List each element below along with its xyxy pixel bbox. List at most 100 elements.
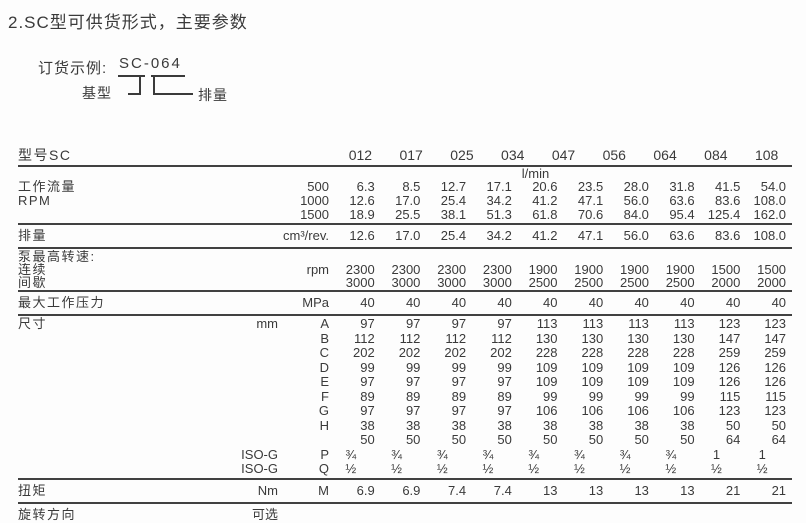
value-cell: 97 — [451, 403, 467, 418]
value-cell: 228 — [535, 345, 558, 360]
value-cell: 40 — [497, 295, 512, 310]
row-unit — [220, 180, 278, 194]
row-sublabel: 1500 — [300, 207, 329, 222]
value-cell: 38.1 — [440, 207, 467, 222]
value-cell: 126 — [718, 359, 741, 375]
code-underline-base — [118, 75, 145, 77]
row-values: 97 97 97 97 113 113 113 113 123 123 — [335, 316, 792, 332]
value-cell: 113 — [628, 316, 649, 331]
value-cell: 40 — [405, 295, 421, 310]
value-cell: 106 — [672, 403, 695, 418]
value-cell: 130 — [535, 330, 558, 346]
row-label — [18, 419, 220, 434]
value-cell: 2300 — [391, 262, 421, 277]
value-cell: 50 — [680, 432, 695, 447]
row-unit — [220, 433, 278, 448]
row-sublabel — [278, 433, 335, 448]
value-cell: 38 — [451, 417, 467, 433]
row-sublabel: B — [320, 330, 329, 346]
row-values: 3000 3000 3000 3000 2500 2500 2500 2500 2000 2000 — [335, 276, 792, 289]
row-sublabel: MPa — [302, 295, 329, 310]
value-cell: 97 — [497, 374, 512, 389]
value-cell: 1900 — [574, 262, 604, 277]
value-cell: 123 — [718, 316, 741, 331]
model-col: 084 — [704, 147, 728, 163]
value-cell: 3000 — [345, 275, 375, 290]
dim-g-row: G 97 97 97 97 106 106 106 106 123 123 — [18, 403, 792, 419]
spec-table: 型号SC 012 017 025 034 047 056 064 084 108 l/min 工作流量… — [18, 146, 792, 523]
dim-f-row: F 89 89 89 89 99 99 99 99 115 115 — [18, 388, 792, 405]
row-label: RPM — [18, 194, 52, 208]
value-cell: 89 — [360, 388, 375, 404]
iso-g-q-row: ISO-G Q ½ ½ ½ ½ ½ ½ ½ ½ ½ ½ — [18, 461, 792, 477]
value-cell: ¾ — [665, 446, 677, 462]
value-cell: 202 — [444, 345, 467, 360]
value-cell: ½ — [436, 461, 448, 476]
row-unit — [220, 226, 278, 246]
value-cell: 126 — [718, 374, 741, 389]
row-sublabel: 500 — [307, 179, 329, 194]
divider — [18, 501, 792, 504]
value-cell: 38 — [543, 417, 558, 433]
value-cell: 13 — [543, 482, 558, 498]
row-label: 排量 — [18, 228, 48, 243]
value-cell: 63.6 — [669, 193, 695, 208]
base-type-label: 基型 — [82, 85, 112, 101]
row-unit — [220, 375, 278, 390]
row-unit — [220, 293, 278, 313]
row-sublabel — [278, 505, 335, 523]
flow-1000-row: RPM 1000 12.6 17.0 25.4 34.2 41.2 47.1 56.0 63.6 8… — [18, 194, 792, 208]
value-cell: 83.6 — [715, 228, 741, 243]
flow-500-row: 工作流量 500 6.3 8.5 12.7 17.1 20.6 23.5 28.0 31.8 41.… — [18, 180, 792, 194]
value-cell: 109 — [535, 374, 558, 389]
value-cell: 112 — [399, 330, 421, 346]
value-cell: 99 — [405, 359, 421, 375]
row-label — [18, 462, 220, 477]
page-title: 2.SC型可供货形式，主要参数 — [8, 13, 248, 32]
value-cell: 83.6 — [715, 193, 741, 208]
value-cell: 130 — [581, 330, 604, 346]
row-unit — [220, 404, 278, 419]
value-cell: 54.0 — [760, 179, 787, 194]
row-unit: Nm — [257, 482, 278, 498]
divider — [18, 314, 792, 316]
row-unit: ISO-G — [241, 446, 278, 462]
value-cell: 12.6 — [349, 193, 375, 208]
row-unit — [220, 390, 278, 405]
row-sublabel: H — [319, 417, 329, 433]
row-sublabel: E — [320, 374, 329, 389]
value-cell: 97 — [451, 374, 467, 389]
value-cell: 228 — [627, 345, 649, 360]
row-label: 工作流量 — [18, 180, 77, 194]
value-cell: ½ — [665, 461, 677, 476]
dim-h-row: H 38 38 38 38 38 38 38 38 50 50 — [18, 417, 792, 434]
value-cell: 47.1 — [577, 193, 604, 208]
value-cell: ½ — [711, 461, 722, 476]
model-col: 025 — [450, 147, 474, 163]
value-cell: 2300 — [482, 262, 512, 277]
model-header-row: 型号SC 012 017 025 034 047 056 064 084 108 — [18, 146, 792, 164]
value-cell: 95.4 — [669, 207, 695, 222]
torque-row: 扭矩 Nm M 6.9 6.9 7.4 7.4 13 13 13 13 21 21 — [18, 481, 792, 501]
row-values: 50 50 50 50 50 50 50 50 64 64 — [335, 432, 792, 448]
callout-line-base-type — [128, 77, 141, 95]
value-cell: 31.8 — [669, 179, 695, 194]
row-values: 99 99 99 99 109 109 109 109 126 126 — [335, 359, 792, 376]
row-values: ½ ½ ½ ½ ½ ½ ½ ½ ½ ½ — [335, 461, 792, 477]
value-cell: ¾ — [619, 446, 631, 462]
value-cell: 97 — [360, 316, 375, 331]
value-cell: 7.4 — [493, 482, 512, 498]
value-cell: ½ — [528, 461, 540, 476]
value-cell: ¾ — [436, 446, 448, 462]
value-cell: 126 — [764, 374, 787, 389]
value-cell: 1 — [758, 446, 766, 462]
row-sublabel: Q — [318, 461, 329, 476]
row-label: 间歇 — [18, 276, 48, 289]
value-cell: 34.2 — [486, 193, 512, 208]
value-cell: 162.0 — [753, 207, 787, 222]
row-unit — [220, 346, 278, 361]
value-cell: 50 — [360, 432, 375, 447]
value-cell: 50 — [497, 432, 512, 447]
flow-1500-row: 1500 18.9 25.5 38.1 51.3 61.8 70.6 84.0 95.4 125.… — [18, 208, 792, 222]
row-label: 泵最高转速: — [18, 250, 96, 263]
